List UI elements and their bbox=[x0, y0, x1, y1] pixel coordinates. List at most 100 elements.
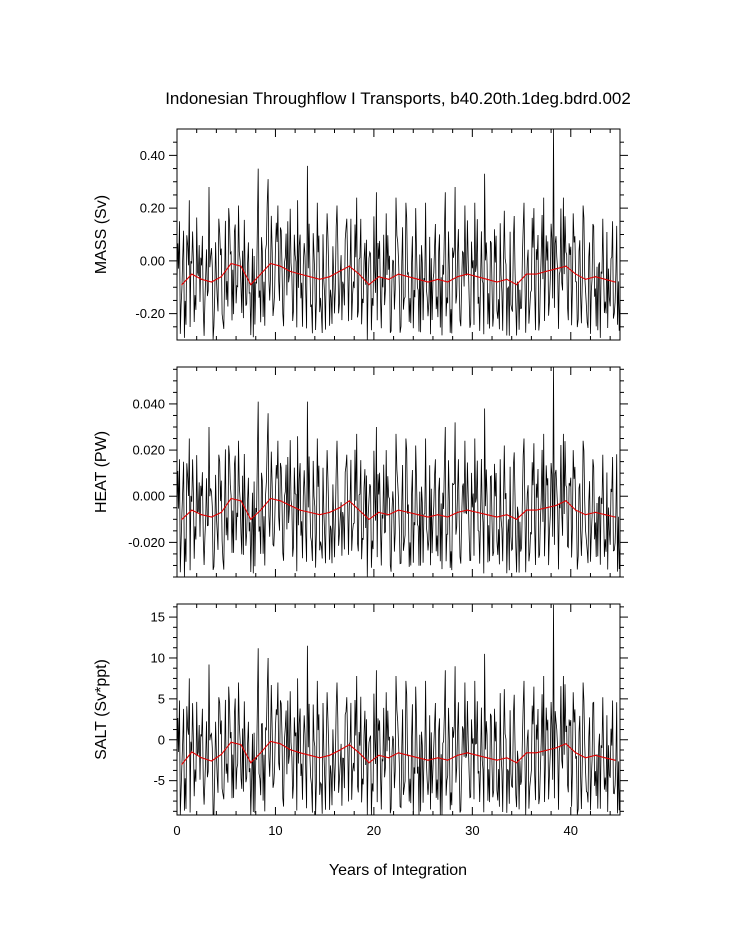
mass-annual-mean-point bbox=[614, 281, 616, 283]
heat-annual-mean-point bbox=[220, 511, 222, 513]
mass-annual-mean-point bbox=[535, 273, 537, 275]
mass-annual-mean-point bbox=[329, 276, 331, 278]
mass-annual-mean-point bbox=[584, 278, 587, 280]
salt-annual-mean-point bbox=[289, 749, 291, 751]
salt-annual-mean-point bbox=[457, 754, 459, 756]
heat-annual-mean-point bbox=[565, 500, 567, 502]
salt-annual-mean-point bbox=[388, 757, 390, 759]
heat-annual-mean-point bbox=[388, 514, 390, 516]
heat-annual-mean-point bbox=[299, 509, 301, 511]
salt-annual-mean-point bbox=[604, 757, 606, 759]
heat-annual-mean-point bbox=[594, 511, 597, 513]
mass-annual-mean-point bbox=[476, 276, 478, 278]
y-tick-label: 15 bbox=[151, 610, 165, 625]
heat-annual-mean-point bbox=[545, 507, 547, 509]
mass-annual-mean-point bbox=[466, 273, 468, 275]
y-tick-label: 5 bbox=[158, 691, 165, 706]
heat-annual-mean-point bbox=[378, 511, 380, 513]
salt-annual-mean-point bbox=[368, 762, 370, 764]
y-tick-label: 0.20 bbox=[140, 201, 165, 216]
mass-annual-mean-point bbox=[506, 278, 508, 280]
mass-annual-mean-point bbox=[240, 265, 242, 267]
heat-annual-mean-point bbox=[535, 509, 537, 511]
heat-annual-mean-point bbox=[417, 514, 419, 516]
heat-annual-mean-point bbox=[407, 511, 409, 513]
mass-annual-mean-point bbox=[358, 273, 360, 275]
mass-annual-mean-point bbox=[457, 276, 459, 278]
y-tick-label: -0.20 bbox=[135, 306, 165, 321]
salt-annual-mean-point bbox=[447, 759, 449, 761]
salt-annual-mean-point bbox=[348, 744, 350, 746]
salt-annual-mean-point bbox=[614, 759, 616, 761]
y-tick-label: 0.020 bbox=[132, 443, 165, 458]
salt-annual-mean-point bbox=[378, 754, 380, 756]
heat-annual-mean-point bbox=[614, 516, 616, 518]
heat-annual-mean-point bbox=[250, 518, 252, 520]
heat-annual-mean-point bbox=[525, 509, 528, 511]
heat-annual-mean-point bbox=[329, 511, 331, 513]
mass-annual-mean-point bbox=[407, 276, 409, 278]
salt-annual-mean-point bbox=[466, 752, 468, 754]
heat-annual-mean-point bbox=[427, 516, 429, 518]
salt-annual-mean-point bbox=[338, 749, 340, 752]
salt-annual-mean-point bbox=[319, 757, 321, 759]
salt-annual-mean-point bbox=[417, 757, 419, 759]
heat-annual-mean-point bbox=[309, 511, 311, 513]
salt-raw-line bbox=[176, 604, 621, 816]
salt-y-axis-label: SALT (Sv*ppt) bbox=[93, 659, 110, 760]
heat-annual-mean-point bbox=[319, 514, 321, 516]
mass-annual-mean-point bbox=[555, 268, 557, 270]
heat-raw-line bbox=[176, 366, 621, 578]
salt-annual-mean-point bbox=[486, 757, 488, 759]
mass-annual-mean-point bbox=[230, 262, 232, 265]
mass-annual-mean-point bbox=[319, 278, 321, 280]
salt-annual-mean-point bbox=[279, 743, 281, 745]
y-tick-label: 0.40 bbox=[140, 148, 165, 163]
salt-annual-mean-point bbox=[201, 757, 203, 759]
salt-annual-mean-point bbox=[260, 752, 262, 754]
y-tick-label: 0.000 bbox=[132, 489, 165, 504]
heat-annual-mean-point bbox=[584, 514, 587, 516]
salt-annual-mean-point bbox=[594, 754, 597, 756]
y-tick-label: 0 bbox=[158, 732, 165, 747]
salt-annual-mean-point bbox=[535, 752, 537, 754]
x-tick-label: 20 bbox=[367, 823, 381, 838]
heat-annual-mean-point bbox=[437, 514, 439, 516]
heat-annual-mean-point bbox=[476, 511, 478, 513]
salt-annual-mean-point bbox=[181, 763, 183, 765]
mass-y-axis-label: MASS (Sv) bbox=[93, 195, 110, 274]
salt-annual-mean-point bbox=[545, 749, 547, 752]
mass-annual-mean-point bbox=[496, 281, 498, 283]
heat-annual-mean-point bbox=[240, 500, 242, 502]
heat-annual-mean-point bbox=[466, 509, 468, 511]
salt-annual-mean-point bbox=[565, 743, 567, 745]
heat-annual-mean-point bbox=[181, 518, 183, 520]
salt-annual-mean-point bbox=[516, 762, 518, 764]
salt-annual-mean-point bbox=[476, 754, 478, 756]
salt-annual-mean-point bbox=[309, 754, 311, 756]
mass-annual-mean-point bbox=[565, 265, 567, 267]
y-tick-label: 0.00 bbox=[140, 253, 165, 268]
heat-annual-mean-point bbox=[279, 500, 281, 502]
salt-annual-mean-point bbox=[191, 751, 193, 753]
salt-panel: 0 10 20 30 40 -5 0 5 10 15 SALT (Sv*ppt) bbox=[93, 603, 628, 838]
y-tick-label: 10 bbox=[151, 650, 165, 665]
heat-annual-mean-point bbox=[269, 497, 272, 500]
heat-annual-mean-point bbox=[210, 516, 213, 518]
heat-annual-mean-point bbox=[230, 497, 232, 500]
mass-annual-mean-point bbox=[220, 276, 222, 278]
mass-raw-line bbox=[176, 128, 621, 341]
heat-panel: -0.020 0.000 0.020 0.040 HEAT (PW) bbox=[93, 366, 628, 578]
salt-annual-mean-point bbox=[240, 744, 242, 746]
mass-annual-mean-point bbox=[378, 276, 380, 278]
heat-annual-mean-point bbox=[604, 514, 606, 516]
mass-annual-mean-point bbox=[516, 284, 518, 286]
x-tick-label: 40 bbox=[564, 823, 578, 838]
mass-annual-mean-point bbox=[348, 265, 350, 267]
y-tick-label: -0.020 bbox=[128, 535, 165, 550]
mass-panel: -0.20 0.00 0.20 0.40 MASS (Sv) bbox=[93, 128, 628, 341]
salt-annual-mean-point bbox=[437, 757, 439, 759]
heat-annual-mean-point bbox=[289, 504, 291, 507]
heat-y-axis-label: HEAT (PW) bbox=[93, 431, 110, 513]
heat-annual-mean-point bbox=[506, 514, 508, 516]
